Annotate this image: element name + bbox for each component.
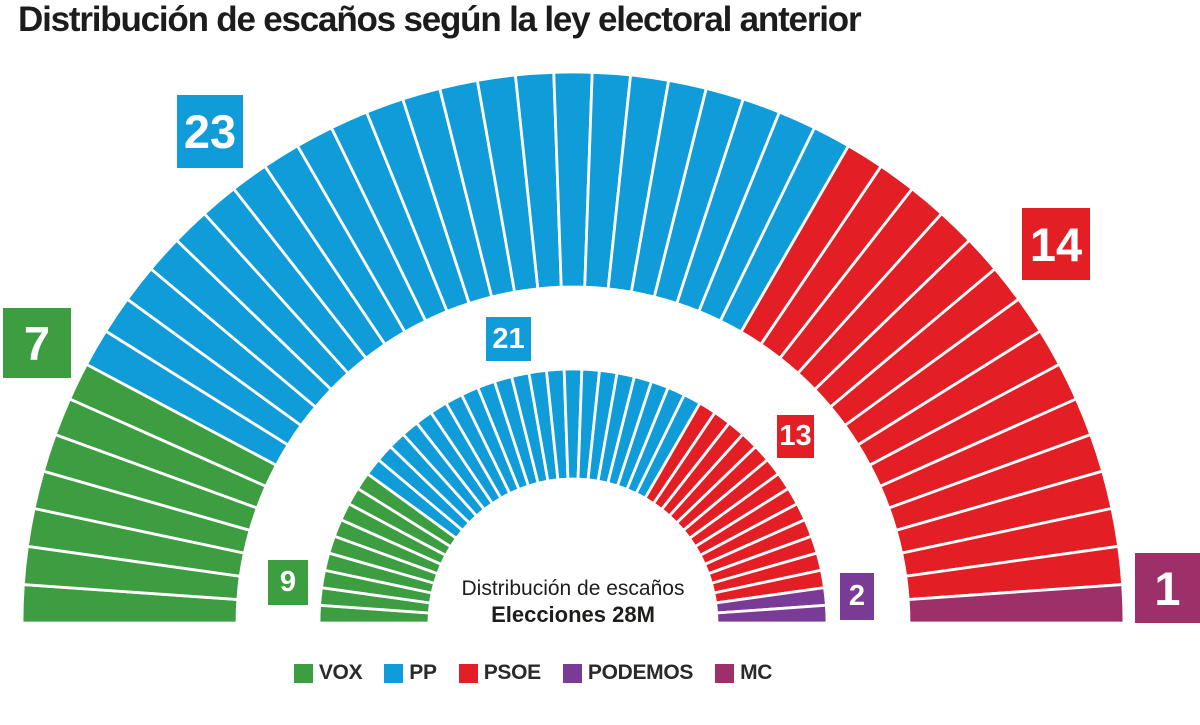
legend-label-vox: VOX bbox=[318, 661, 363, 684]
legend-label-podemos: PODEMOS bbox=[587, 661, 694, 684]
center-caption: Distribución de escaños Elecciones 28M bbox=[373, 576, 773, 628]
center-caption-line1: Distribución de escaños bbox=[461, 577, 685, 600]
legend: VOX PP PSOE PODEMOS MC bbox=[0, 661, 1066, 685]
outer-mc-seats-badge: 1 bbox=[1135, 553, 1200, 623]
inner-psoe-seats-badge: 13 bbox=[777, 415, 814, 458]
chart-title: Distribución de escaños según la ley ele… bbox=[18, 0, 862, 39]
center-caption-line2: Elecciones 28M bbox=[491, 601, 655, 627]
legend-label-mc: MC bbox=[740, 661, 773, 684]
psoe-color-swatch bbox=[458, 663, 478, 683]
podemos-color-swatch bbox=[562, 663, 582, 683]
legend-label-psoe: PSOE bbox=[483, 661, 541, 684]
outer-psoe-seats-badge: 14 bbox=[1022, 208, 1090, 280]
mc-color-swatch bbox=[715, 663, 735, 683]
inner-vox-seats-badge: 9 bbox=[268, 560, 308, 605]
inner-pp-seats-badge: 21 bbox=[486, 317, 531, 361]
inner-podemos-seats-badge: 2 bbox=[840, 573, 874, 620]
vox-color-swatch bbox=[293, 663, 313, 683]
outer-pp-seats-badge: 23 bbox=[177, 95, 243, 168]
seat-inner-podemos bbox=[715, 603, 829, 625]
legend-item-psoe: PSOE bbox=[458, 661, 541, 685]
legend-item-mc: MC bbox=[715, 661, 772, 685]
seat-outer-mc bbox=[906, 583, 1126, 625]
pp-color-swatch bbox=[384, 663, 404, 683]
outer-vox-seats-badge: 7 bbox=[3, 308, 71, 378]
legend-item-podemos: PODEMOS bbox=[562, 661, 694, 685]
legend-label-pp: PP bbox=[409, 661, 437, 684]
legend-item-vox: VOX bbox=[293, 661, 363, 685]
legend-item-pp: PP bbox=[384, 661, 437, 685]
